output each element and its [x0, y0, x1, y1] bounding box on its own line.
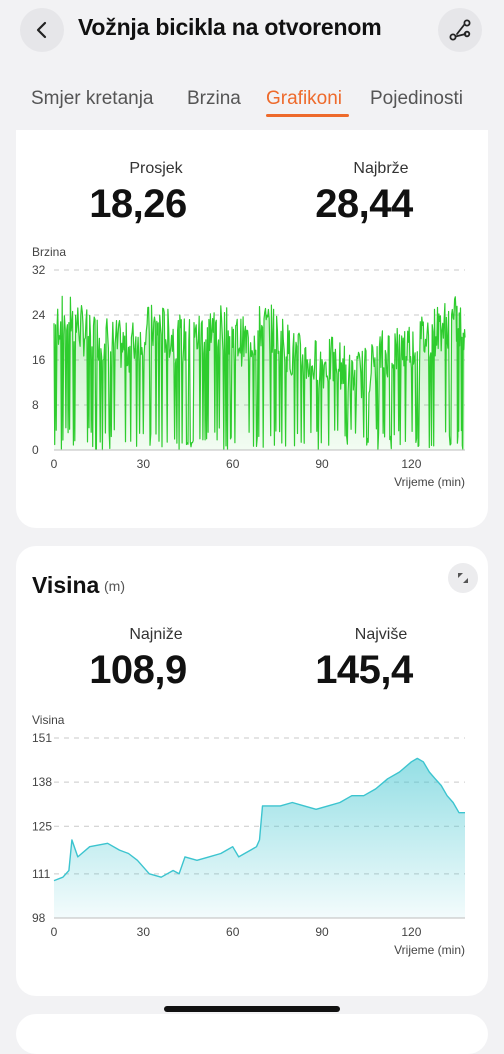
y-tick-label: 125: [32, 819, 52, 833]
x-tick-label: 120: [401, 457, 421, 471]
altitude-card: Visina (m) Najniže 108,9 Najviše 145,4 V…: [16, 546, 488, 996]
header: Vožnja bicikla na otvorenom: [0, 0, 504, 64]
speed-card: Prosjek 18,26 Najbrže 28,44 Brzina 0 8 16 24…: [16, 130, 488, 528]
max-speed-label: Najbrže: [353, 160, 409, 177]
chevron-left-icon: [36, 21, 47, 39]
x-tick-label: 0: [51, 457, 58, 471]
y-tick-label: 98: [32, 911, 46, 925]
y-tick-label: 0: [32, 443, 39, 457]
y-tick-label: 8: [32, 398, 39, 412]
tab-grafikoni[interactable]: Grafikoni: [266, 88, 343, 109]
max-altitude-value: 145,4: [315, 648, 413, 692]
next-card: [16, 1014, 488, 1054]
avg-speed-value: 18,26: [89, 182, 187, 226]
min-altitude-label: Najniže: [129, 626, 183, 643]
y-tick-label: 111: [32, 867, 51, 881]
y-axis-label: Visina: [32, 713, 65, 727]
x-tick-label: 0: [51, 925, 58, 939]
x-axis-label: Vrijeme (min): [394, 475, 465, 489]
y-tick-label: 32: [32, 263, 46, 277]
max-altitude-label: Najviše: [354, 626, 408, 643]
series-line: [53, 295, 466, 451]
x-tick-label: 30: [137, 925, 151, 939]
y-tick-label: 151: [32, 731, 52, 745]
y-tick-label: 16: [32, 353, 46, 367]
tab-brzina[interactable]: Brzina: [187, 88, 241, 109]
max-speed-value: 28,44: [315, 182, 413, 226]
min-altitude-value: 108,9: [89, 648, 187, 692]
tab-smjer-kretanja[interactable]: Smjer kretanja: [31, 88, 154, 109]
tab-pojedinosti[interactable]: Pojedinosti: [370, 88, 463, 109]
altitude-title: Visina: [32, 572, 100, 598]
expand-icon: [458, 573, 468, 583]
back-button[interactable]: [20, 8, 64, 52]
y-tick-label: 138: [32, 775, 52, 789]
x-tick-label: 30: [137, 457, 151, 471]
avg-speed-label: Prosjek: [129, 160, 183, 177]
x-tick-label: 60: [226, 457, 240, 471]
active-tab-indicator: [266, 114, 349, 117]
series-line: [53, 757, 465, 882]
x-tick-label: 90: [315, 457, 329, 471]
route-icon: [449, 19, 471, 41]
tab-bar: Smjer kretanja Brzina Grafikoni Pojedino…: [0, 82, 504, 122]
expand-button[interactable]: [448, 563, 478, 593]
page-title: Vožnja bicikla na otvorenom: [78, 14, 382, 40]
y-axis-label: Brzina: [32, 245, 66, 259]
speed-chart: Brzina 0 8 16 24 32 0 30 60 90 120 Vrijeme (min): [32, 245, 466, 489]
series-area: [54, 758, 465, 918]
x-tick-label: 120: [401, 925, 421, 939]
altitude-chart: Visina 98 111 125 138 151 0 30 60 90 120 Vrijeme (m…: [32, 713, 465, 957]
x-tick-label: 60: [226, 925, 240, 939]
x-axis-label: Vrijeme (min): [394, 943, 465, 957]
route-button[interactable]: [438, 8, 482, 52]
altitude-unit: (m): [104, 578, 125, 594]
home-indicator: [164, 1006, 340, 1012]
y-tick-label: 24: [32, 308, 46, 322]
x-tick-label: 90: [315, 925, 329, 939]
